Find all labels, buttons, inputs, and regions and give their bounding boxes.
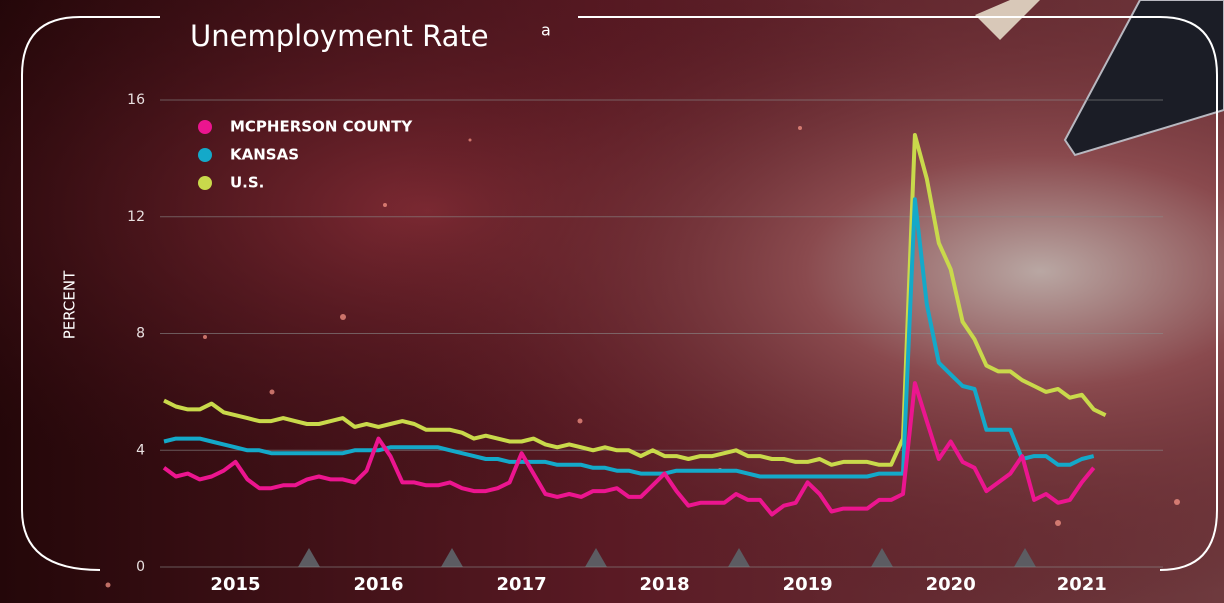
legend-marker bbox=[198, 120, 212, 134]
legend-label: MCPHERSON COUNTY bbox=[230, 118, 413, 136]
nebula bbox=[0, 0, 1224, 603]
legend-label: KANSAS bbox=[230, 146, 299, 164]
x-tick-label: 2020 bbox=[926, 574, 976, 595]
x-tick-label: 2021 bbox=[1057, 574, 1107, 595]
legend-marker bbox=[198, 148, 212, 162]
y-tick-label: 4 bbox=[136, 442, 145, 458]
y-tick-label: 8 bbox=[136, 326, 145, 342]
x-tick-label: 2015 bbox=[210, 574, 260, 595]
y-tick-label: 16 bbox=[127, 92, 145, 108]
chart: Unemployment Rate a PERCENT 0 4 8 12 16 2015 2… bbox=[0, 0, 1224, 603]
y-tick-label: 12 bbox=[127, 209, 145, 225]
legend-label: U.S. bbox=[230, 174, 264, 192]
chart-title: Unemployment Rate bbox=[190, 19, 489, 53]
y-axis-label: PERCENT bbox=[61, 270, 79, 339]
x-tick-label: 2019 bbox=[783, 574, 833, 595]
x-tick-label: 2018 bbox=[640, 574, 690, 595]
x-tick-label: 2017 bbox=[497, 574, 547, 595]
y-tick-label: 0 bbox=[136, 559, 145, 575]
title-note: a bbox=[541, 21, 551, 40]
x-tick-label: 2016 bbox=[353, 574, 403, 595]
legend-marker bbox=[198, 176, 212, 190]
